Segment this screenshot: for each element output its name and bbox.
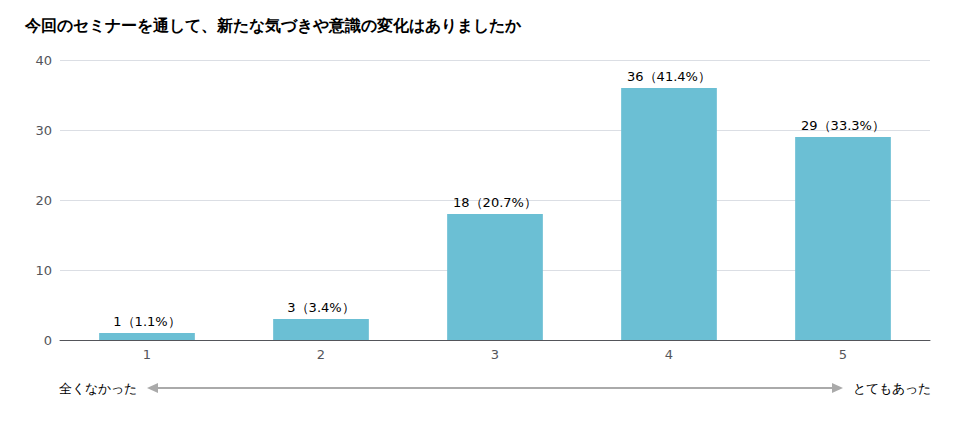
svg-text:20: 20 xyxy=(35,193,52,208)
svg-text:全くなかった: 全くなかった xyxy=(59,381,137,396)
svg-text:1（1.1%）: 1（1.1%） xyxy=(113,314,180,329)
svg-text:0: 0 xyxy=(44,333,52,348)
svg-text:30: 30 xyxy=(35,123,52,138)
svg-text:今回のセミナーを通して、新たな気づきや意識の変化はありました: 今回のセミナーを通して、新たな気づきや意識の変化はありましたか xyxy=(24,16,522,35)
svg-text:2: 2 xyxy=(317,347,325,362)
svg-text:とてもあった: とてもあった xyxy=(853,381,931,396)
svg-text:4: 4 xyxy=(665,347,673,362)
svg-text:40: 40 xyxy=(35,53,52,68)
svg-text:5: 5 xyxy=(839,347,847,362)
svg-text:3: 3 xyxy=(491,347,499,362)
svg-text:18（20.7%）: 18（20.7%） xyxy=(453,195,537,210)
svg-text:36（41.4%）: 36（41.4%） xyxy=(627,69,711,84)
svg-text:29（33.3%）: 29（33.3%） xyxy=(801,118,885,133)
svg-text:1: 1 xyxy=(143,347,151,362)
svg-text:3（3.4%）: 3（3.4%） xyxy=(287,300,354,315)
svg-text:10: 10 xyxy=(35,263,52,278)
